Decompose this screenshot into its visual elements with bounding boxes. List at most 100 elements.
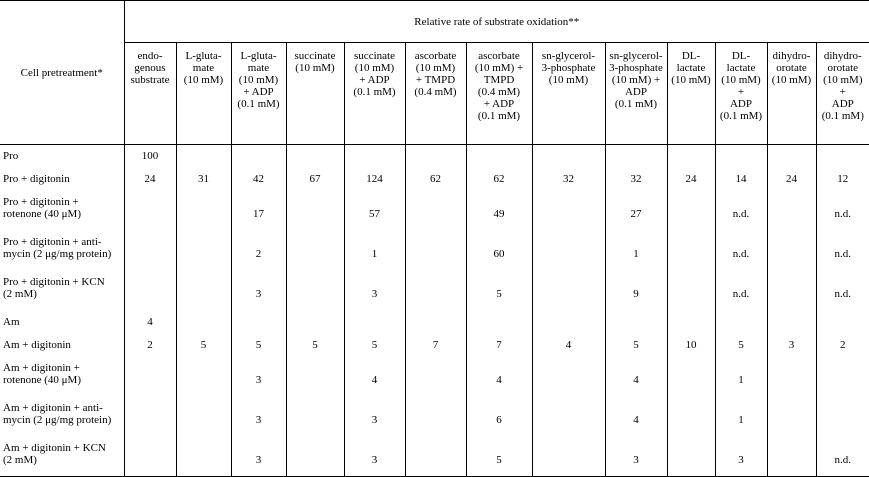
row-label: Am + digitonin + KCN (2 mM) — [0, 436, 124, 477]
value-cell: 1 — [714, 356, 767, 397]
row-label-line: mycin (2 μg/mg protein) — [3, 247, 112, 260]
value-cell: 3 — [230, 356, 286, 397]
row-label-line: Am + digitonin + KCN — [3, 441, 106, 454]
value-cell — [404, 436, 466, 477]
value-cell — [666, 356, 715, 397]
column-header-line: + TMPD — [415, 74, 456, 86]
row-label-line: rotenone (40 μM) — [3, 373, 81, 386]
column-header-line: (10 mM) — [183, 74, 224, 86]
column-header-line: (10 mM) — [823, 74, 863, 86]
column-header-line: (10 mM) — [771, 74, 812, 86]
value-cell — [404, 310, 466, 334]
value-cell — [230, 310, 286, 334]
value-cell: 5 — [465, 270, 532, 311]
column-header-line: (0.1 mM) — [614, 98, 658, 110]
value-cell — [404, 356, 466, 397]
table-row: Am + digitonin + anti-mycin (2 μg/mg pro… — [0, 396, 869, 437]
column-header-line: ADP — [729, 98, 752, 110]
value-cell — [766, 436, 816, 477]
row-label: Pro + digitonin + KCN (2 mM) — [0, 271, 124, 311]
column-header: ascorbate (10 mM) + TMPD (0.4 mM) — [404, 42, 466, 145]
table-row: Am + digitonin 2 5 5 5 5 7 7 4 5 10 5 3 2 — [0, 333, 869, 357]
value-cell — [175, 436, 231, 477]
column-header-line: endo- — [137, 50, 163, 62]
value-cell: 100 — [123, 144, 176, 168]
value-cell: 14 — [714, 167, 767, 191]
column-header-line: dihydro- — [823, 50, 862, 62]
value-cell: 62 — [465, 167, 532, 191]
value-cell — [714, 144, 767, 168]
value-cell — [815, 310, 869, 334]
value-cell: 67 — [285, 167, 344, 191]
value-cell — [285, 230, 344, 271]
row-label: Am + digitonin — [0, 334, 124, 357]
value-cell — [285, 396, 344, 437]
value-cell: 24 — [766, 167, 816, 191]
column-header-line: dihydro- — [772, 50, 811, 62]
column-header-line: 3-phosphate — [609, 62, 663, 74]
value-cell: 4 — [604, 396, 667, 437]
value-cell — [175, 230, 231, 271]
value-cell: 12 — [815, 167, 869, 191]
value-cell: n.d. — [815, 230, 869, 271]
row-label-line: rotenone (40 μM) — [3, 207, 81, 220]
column-header-line: substrate — [130, 74, 170, 86]
value-cell: 5 — [465, 436, 532, 477]
row-label-line: (2 mM) — [3, 453, 37, 466]
table-row: Pro 100 — [0, 144, 869, 168]
column-header-line: succinate — [294, 50, 336, 62]
value-cell: 17 — [230, 190, 286, 231]
column-header-line: (0.4 mM) — [414, 86, 457, 98]
value-cell — [343, 144, 405, 168]
column-header-line: + — [839, 86, 846, 98]
value-cell — [123, 230, 176, 271]
value-cell — [815, 356, 869, 397]
row-label-line: mycin (2 μg/mg protein) — [3, 413, 112, 426]
value-cell — [604, 144, 667, 168]
value-cell — [531, 190, 605, 231]
value-cell — [123, 190, 176, 231]
value-cell: 7 — [465, 333, 532, 357]
value-cell — [404, 144, 466, 168]
value-cell: 32 — [531, 167, 605, 191]
value-cell — [766, 396, 816, 437]
value-cell — [666, 310, 715, 334]
value-cell: 42 — [230, 167, 286, 191]
value-cell: 24 — [123, 167, 176, 191]
value-cell: 4 — [531, 333, 605, 357]
value-cell — [815, 144, 869, 168]
column-header: succinate (10 mM) — [285, 42, 344, 145]
value-cell — [123, 356, 176, 397]
value-cell — [175, 310, 231, 334]
value-cell: 10 — [666, 333, 715, 357]
column-header-line: (0.1 mM) — [237, 98, 280, 110]
column-header-line: lactate — [676, 62, 706, 74]
column-header-line: sn-glycerol- — [541, 50, 596, 62]
table-row: Am 4 — [0, 310, 869, 334]
value-cell — [175, 190, 231, 231]
value-cell: 1 — [714, 396, 767, 437]
value-cell — [285, 356, 344, 397]
value-cell: 3 — [230, 436, 286, 477]
value-cell: 5 — [714, 333, 767, 357]
value-cell: 24 — [666, 167, 715, 191]
value-cell — [285, 436, 344, 477]
value-cell — [666, 144, 715, 168]
value-cell: 62 — [404, 167, 466, 191]
value-cell — [766, 310, 816, 334]
column-header-line: + ADP — [483, 98, 515, 110]
row-label: Am + digitonin + rotenone (40 μM) — [0, 357, 124, 397]
value-cell: 5 — [175, 333, 231, 357]
column-header-line: ADP — [831, 98, 854, 110]
value-cell — [766, 230, 816, 271]
column-header-line: L-gluta- — [240, 50, 277, 62]
value-cell: n.d. — [714, 230, 767, 271]
column-header-line: genous — [134, 62, 166, 74]
column-header: ascorbate (10 mM) + TMPD (0.4 mM) + ADP (0.1 … — [465, 42, 532, 145]
value-cell: 27 — [604, 190, 667, 231]
row-header: Cell pretreatment* — [0, 0, 124, 145]
column-header: sn-glycerol- 3-phosphate (10 mM) — [531, 42, 605, 145]
value-cell: 124 — [343, 167, 405, 191]
column-header-line: mate — [192, 62, 215, 74]
value-cell: n.d. — [714, 270, 767, 311]
